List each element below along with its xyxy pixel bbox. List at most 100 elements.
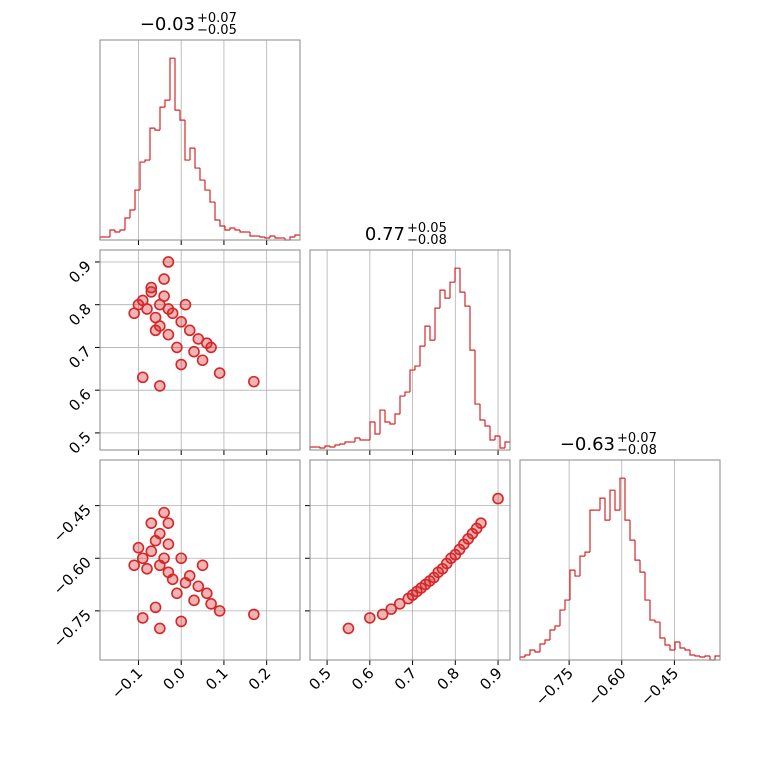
sample-point — [492, 492, 504, 505]
histogram-step — [454, 267, 460, 283]
histogram-step — [459, 268, 465, 293]
sample-point — [175, 615, 187, 628]
panel-frame — [309, 459, 511, 661]
histogram-step — [604, 498, 610, 521]
sample-point — [376, 608, 389, 621]
sample-point — [171, 587, 183, 600]
histogram-step — [259, 236, 265, 238]
sample-point — [171, 341, 183, 354]
sample-point — [205, 598, 217, 610]
x-tick-label: 0.7 — [391, 664, 421, 694]
histogram-step — [339, 443, 345, 446]
histogram-step — [144, 159, 150, 163]
sample-point — [128, 559, 140, 572]
density — [128, 256, 260, 392]
histogram-step — [149, 127, 155, 161]
histogram-step — [529, 649, 535, 656]
histogram-step — [319, 447, 325, 449]
sample-point — [248, 608, 260, 621]
histogram-step — [554, 625, 560, 631]
histogram-step — [359, 438, 365, 441]
histogram-step — [409, 369, 415, 393]
title-lower: −0.08 — [407, 233, 447, 248]
title-upper: +0.07 — [197, 11, 237, 26]
histogram-step — [709, 656, 715, 661]
histogram-step — [194, 148, 200, 169]
histogram-step — [229, 227, 235, 231]
panel-frame — [309, 249, 511, 451]
sample-point — [201, 587, 213, 600]
histogram-step — [429, 326, 435, 341]
histogram-step — [574, 570, 580, 577]
histogram-step — [184, 120, 190, 161]
histogram-step — [644, 572, 650, 601]
histogram-step — [419, 345, 425, 367]
histogram-step — [109, 229, 115, 238]
y-tick-label: −0.75 — [50, 606, 95, 651]
histogram-step — [564, 599, 570, 611]
histogram-step — [369, 421, 375, 441]
histogram-step — [499, 436, 505, 449]
histogram-step — [269, 235, 275, 239]
histogram-step — [294, 234, 300, 238]
histogram-step — [619, 477, 625, 511]
histogram-step — [649, 600, 655, 621]
histogram-step — [354, 437, 360, 443]
x-tick-label: −0.60 — [584, 664, 629, 709]
histogram-step — [449, 281, 455, 299]
title-lower: −0.08 — [617, 443, 657, 458]
sample-point — [128, 307, 140, 320]
histogram-step — [199, 168, 205, 181]
histogram-step — [694, 655, 700, 657]
histogram-step — [209, 190, 215, 203]
x-tick-label: −0.45 — [637, 664, 682, 709]
sample-point — [158, 552, 170, 565]
sample-point — [145, 517, 158, 529]
sample-point — [149, 601, 162, 614]
sample-point — [192, 580, 205, 593]
sample-point — [166, 573, 179, 586]
histogram-step — [659, 622, 665, 639]
histogram-step — [394, 413, 400, 425]
histogram-step — [404, 391, 410, 397]
sample-point — [175, 315, 187, 328]
histogram-step — [464, 292, 470, 307]
histogram-step — [704, 655, 710, 658]
histogram-step — [584, 551, 590, 557]
sample-point — [145, 281, 158, 294]
sample-point — [342, 622, 355, 635]
panel-frame — [99, 459, 301, 661]
histogram-step — [249, 232, 255, 237]
histogram-step — [169, 57, 175, 101]
histogram-step — [714, 655, 720, 660]
histogram-step — [189, 147, 195, 161]
sample-point — [154, 380, 166, 392]
x-tick-label: 0.8 — [434, 664, 464, 694]
histogram-step — [469, 306, 475, 351]
histogram-step — [489, 426, 495, 441]
x-tick-label: 0.2 — [245, 664, 275, 694]
histogram-step — [664, 638, 670, 646]
sample-point — [213, 605, 226, 617]
sample-point — [179, 298, 192, 311]
histogram-step — [129, 209, 135, 219]
sample-point — [141, 562, 153, 575]
histogram-step — [599, 497, 605, 511]
title-lower: −0.05 — [197, 23, 237, 38]
sample-point — [132, 541, 145, 554]
x-tick-label: 0.0 — [159, 664, 189, 694]
x-tick-label: 0.9 — [476, 664, 506, 694]
y-tick-label: 0.7 — [65, 343, 95, 373]
histogram-step — [204, 180, 210, 191]
title-upper: +0.05 — [407, 221, 447, 236]
histogram-step — [654, 620, 660, 623]
histogram-step — [524, 654, 530, 658]
sample-point — [205, 341, 217, 354]
sample-point — [393, 598, 406, 610]
histogram-step — [414, 365, 420, 371]
histogram-step — [224, 226, 230, 231]
histogram-step — [399, 395, 405, 415]
sample-point — [385, 603, 397, 615]
sample-point — [136, 612, 149, 624]
histogram-step — [384, 410, 390, 423]
